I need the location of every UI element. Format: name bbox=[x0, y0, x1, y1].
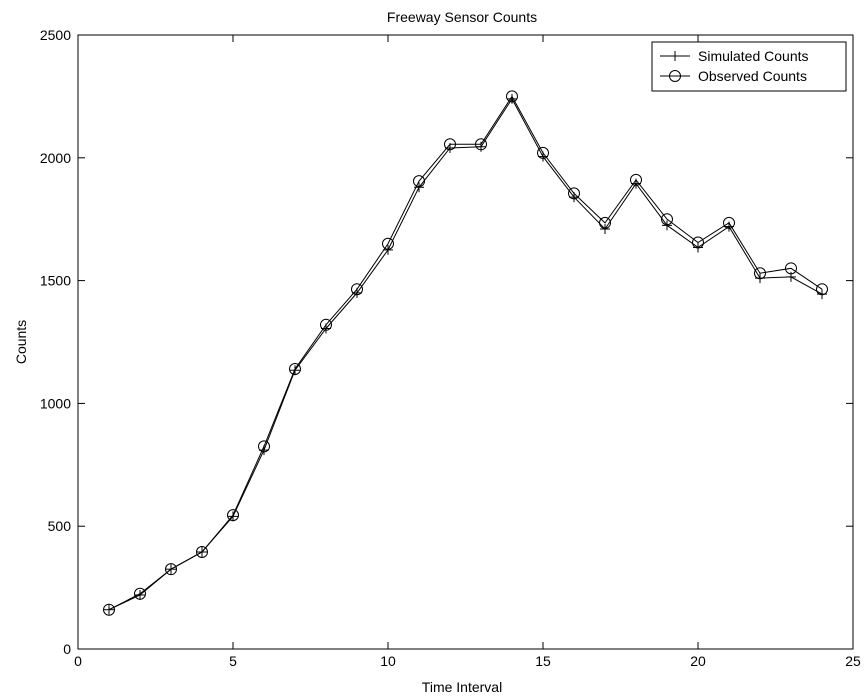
data-point bbox=[785, 262, 797, 275]
data-point bbox=[723, 216, 735, 229]
data-point bbox=[600, 224, 610, 235]
data-point bbox=[692, 236, 704, 249]
data-point bbox=[134, 587, 146, 600]
y-tick-label: 2500 bbox=[40, 27, 71, 43]
data-point bbox=[196, 545, 208, 558]
data-point bbox=[103, 603, 115, 616]
series-line bbox=[108, 97, 823, 611]
x-tick-label: 15 bbox=[535, 653, 551, 669]
data-point bbox=[506, 90, 518, 103]
y-tick-label: 0 bbox=[63, 641, 71, 657]
data-point bbox=[661, 213, 673, 226]
data-point bbox=[475, 138, 487, 151]
data-point bbox=[320, 318, 332, 331]
plot-area bbox=[77, 34, 854, 650]
data-point bbox=[104, 604, 114, 615]
data-point bbox=[289, 363, 301, 376]
data-point bbox=[754, 267, 766, 280]
data-point bbox=[693, 242, 703, 253]
legend-box bbox=[651, 41, 847, 92]
data-point bbox=[258, 440, 270, 453]
x-tick-label: 20 bbox=[690, 653, 706, 669]
series-line bbox=[108, 95, 823, 611]
legend-label: Observed Counts bbox=[698, 68, 807, 84]
data-point bbox=[568, 187, 580, 200]
data-point bbox=[165, 563, 177, 576]
data-point bbox=[537, 146, 549, 159]
data-point bbox=[816, 283, 828, 296]
x-tick-label: 25 bbox=[845, 653, 861, 669]
y-tick-label: 1500 bbox=[40, 273, 71, 289]
y-tick-label: 2000 bbox=[40, 150, 71, 166]
x-axis-title: Time Interval bbox=[422, 679, 502, 695]
chart-title: Freeway Sensor Counts bbox=[387, 9, 537, 25]
series-plus bbox=[104, 93, 827, 615]
data-point bbox=[817, 289, 827, 300]
y-axis: 0 500 1000 1500 2000 2500 bbox=[40, 27, 853, 657]
data-point bbox=[662, 220, 672, 231]
legend-swatch-marker bbox=[669, 70, 681, 82]
x-tick-label: 10 bbox=[380, 653, 396, 669]
data-point bbox=[630, 173, 642, 186]
y-tick-label: 500 bbox=[48, 518, 72, 534]
data-point bbox=[599, 216, 611, 229]
x-tick-label: 0 bbox=[74, 653, 82, 669]
x-axis: 0 5 10 15 20 25 bbox=[74, 35, 861, 669]
y-tick-label: 1000 bbox=[40, 395, 71, 411]
legend-label: Simulated Counts bbox=[698, 48, 809, 64]
data-point bbox=[413, 175, 425, 188]
data-point bbox=[382, 237, 394, 250]
data-point bbox=[351, 283, 363, 296]
data-point bbox=[444, 138, 456, 151]
legend-swatch-marker bbox=[670, 51, 680, 61]
series-circle bbox=[103, 90, 828, 616]
y-axis-title: Counts bbox=[13, 320, 29, 364]
data-point bbox=[227, 509, 239, 522]
data-point bbox=[228, 511, 238, 522]
series-layer bbox=[103, 90, 828, 616]
x-tick-label: 5 bbox=[229, 653, 237, 669]
legend: Simulated Counts Observed Counts bbox=[651, 41, 847, 92]
data-point bbox=[755, 273, 765, 284]
data-point bbox=[383, 244, 393, 255]
